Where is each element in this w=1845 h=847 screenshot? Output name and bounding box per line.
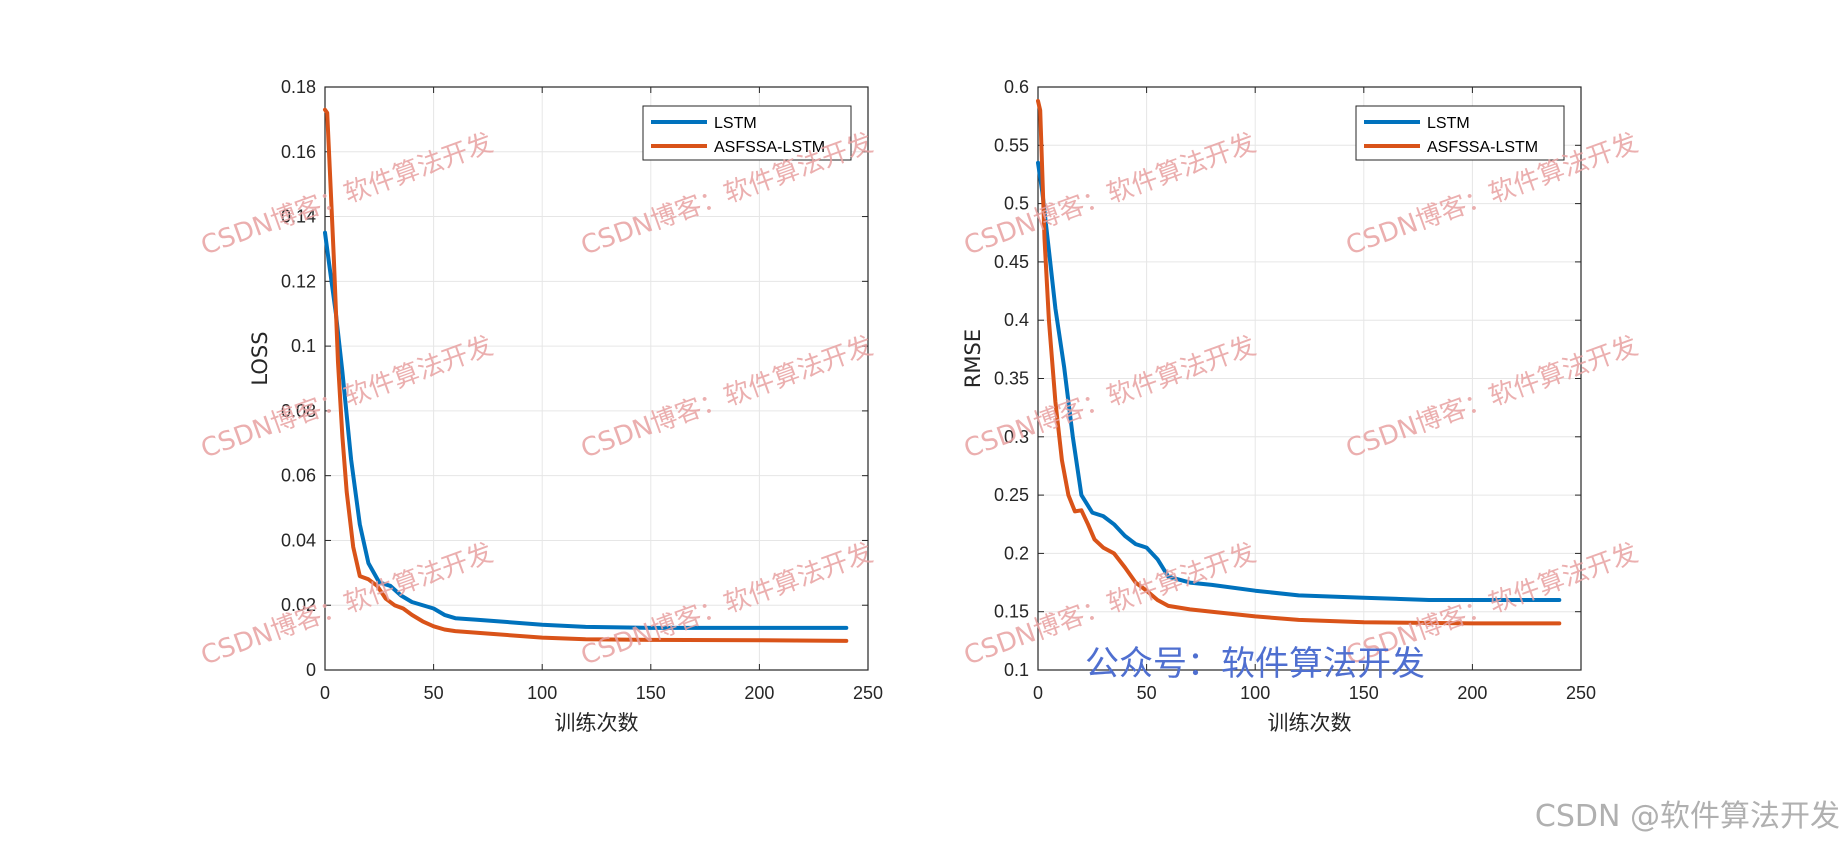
y-tick-label: 0.4: [1004, 310, 1029, 330]
plot-area: [325, 87, 868, 670]
legend-entry: ASFSSA-LSTM: [714, 139, 825, 156]
loss-chart: 0 50 100 150 200 250 0 0.02 0.04 0.06 0.08 0.1 0.12 0…: [248, 77, 883, 735]
x-tick-label: 200: [1457, 683, 1487, 703]
y-tick-label: 0.35: [994, 369, 1029, 389]
watermark-corner-text: CSDN @软件算法开发: [1535, 799, 1840, 834]
axes-box: [324, 86, 869, 671]
y-tick-label: 0.2: [1004, 543, 1029, 563]
x-tick-label: 200: [744, 683, 774, 703]
x-tick-label: 50: [1137, 683, 1157, 703]
y-tick-label: 0.12: [281, 271, 316, 291]
series-line-asfssa-lstm: [323, 107, 849, 643]
y-tick-label: 0.6: [1004, 77, 1029, 97]
y-tick-label: 0.04: [281, 530, 316, 550]
x-tick-label: 250: [1566, 683, 1596, 703]
legend-box: [642, 105, 852, 161]
y-tick-label: 0.3: [1004, 427, 1029, 447]
y-tick-label: 0.02: [281, 595, 316, 615]
series-line-lstm: [1036, 160, 1562, 602]
series-line-lstm: [323, 230, 849, 630]
rmse-chart: 0 50 100 150 200 250 0.1 0.15 0.2 0.25 0.3 0.35 0.4 0…: [961, 77, 1596, 735]
legend: LSTM ASFSSA-LSTM: [642, 105, 852, 161]
x-axis-label: 训练次数: [555, 711, 639, 735]
legend-entry: ASFSSA-LSTM: [1427, 139, 1538, 156]
y-tick-label: 0.25: [994, 485, 1029, 505]
y-tick-label: 0.16: [281, 142, 316, 162]
y-tick-label: 0.08: [281, 401, 316, 421]
y-tick-label: 0.5: [1004, 194, 1029, 214]
axes-box: [1037, 86, 1582, 671]
x-axis-label: 训练次数: [1268, 711, 1352, 735]
y-tick-label: 0.15: [994, 602, 1029, 622]
y-tick-label: 0.55: [994, 135, 1029, 155]
x-tick-label: 0: [1033, 683, 1043, 703]
x-tick-label: 100: [527, 683, 557, 703]
legend-entry: LSTM: [714, 115, 757, 132]
watermark-center-text: 公众号：软件算法开发: [1085, 644, 1425, 684]
y-axis-label: LOSS: [248, 331, 272, 385]
y-tick-label: 0: [306, 660, 316, 680]
y-tick-label: 0.1: [291, 336, 316, 356]
y-tick-label: 0.14: [281, 207, 316, 227]
x-tick-label: 250: [853, 683, 883, 703]
legend: LSTM ASFSSA-LSTM: [1355, 105, 1565, 161]
series-line-asfssa-lstm: [1036, 99, 1562, 626]
legend-entry: LSTM: [1427, 115, 1470, 132]
y-tick-label: 0.18: [281, 77, 316, 97]
x-tick-label: 100: [1240, 683, 1270, 703]
y-tick-label: 0.1: [1004, 660, 1029, 680]
y-axis-label: RMSE: [961, 329, 985, 388]
y-tick-label: 0.06: [281, 466, 316, 486]
x-tick-label: 150: [1349, 683, 1379, 703]
x-tick-label: 150: [636, 683, 666, 703]
x-tick-label: 50: [424, 683, 444, 703]
y-tick-label: 0.45: [994, 252, 1029, 272]
legend-box: [1355, 105, 1565, 161]
x-tick-label: 0: [320, 683, 330, 703]
